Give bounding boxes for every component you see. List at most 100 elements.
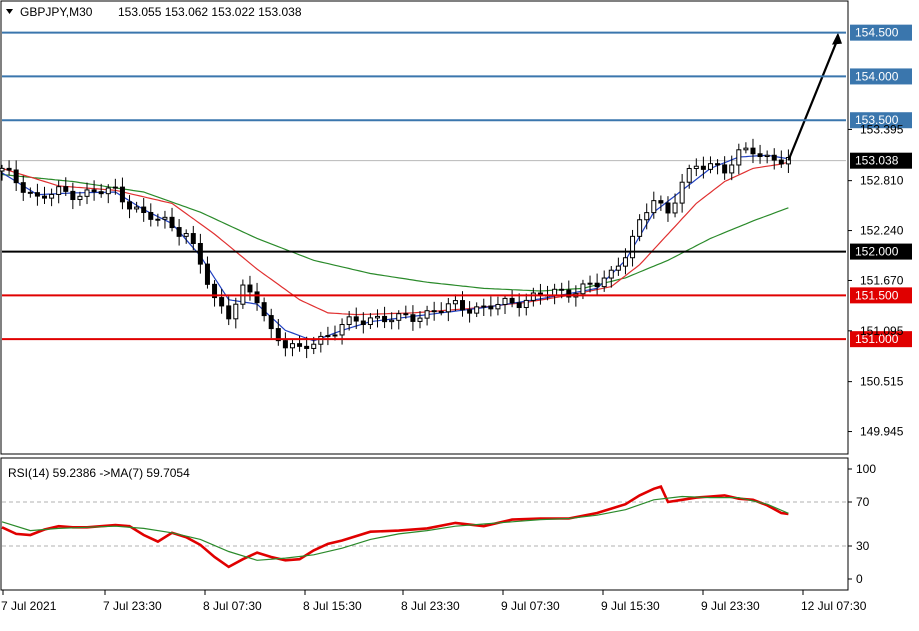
candle-body <box>119 186 125 203</box>
candle-body <box>382 315 388 323</box>
projection-arrow-line <box>787 40 839 161</box>
candle-body <box>750 147 756 155</box>
time-tick-label: 8 Jul 23:30 <box>401 599 460 613</box>
candle-body <box>658 200 664 204</box>
time-tick-label: 8 Jul 07:30 <box>203 599 262 613</box>
candle-body <box>445 303 451 313</box>
candle-body <box>452 300 458 305</box>
candle-body <box>367 317 373 326</box>
level-badge <box>850 331 912 348</box>
level-badge <box>850 243 912 260</box>
current-price-badge <box>850 152 912 169</box>
candle-body <box>56 186 62 195</box>
candle-body <box>339 324 345 336</box>
time-tick-label: 7 Jul 23:30 <box>103 599 162 613</box>
candle-body <box>127 201 133 210</box>
candle-body <box>580 283 586 295</box>
candle-body <box>297 343 303 347</box>
candle-body <box>176 227 182 237</box>
price-tick-label: 152.810 <box>860 174 904 188</box>
candle-body <box>190 233 196 245</box>
candle-body <box>410 314 416 322</box>
dropdown-triangle-icon[interactable] <box>6 9 13 14</box>
candle-body <box>693 165 699 170</box>
rsi-series-line <box>1 495 789 561</box>
candle-body <box>403 313 409 316</box>
candle-body <box>219 297 225 307</box>
rsi-header: RSI(14) 59.2386 ->MA(7) 59.7054 <box>8 466 190 480</box>
candle-body <box>700 165 706 170</box>
level-badge-label: 151.500 <box>855 288 899 302</box>
candle-body <box>722 164 728 174</box>
candle-body <box>148 212 154 220</box>
candle-body <box>495 303 501 310</box>
candle-body <box>686 168 692 183</box>
candle-body <box>516 302 522 309</box>
candle-body <box>630 235 636 259</box>
candle-body <box>778 159 784 165</box>
candle-body <box>743 147 749 151</box>
level-badge <box>850 112 912 129</box>
candle-body <box>247 284 253 293</box>
candle-body <box>438 310 444 313</box>
candle-body <box>311 343 317 349</box>
candle-body <box>389 319 395 323</box>
candle-body <box>559 288 565 291</box>
candle-body <box>49 193 55 199</box>
candle-body <box>481 305 487 308</box>
candle-body <box>566 289 572 298</box>
level-badge-label: 154.500 <box>855 26 899 40</box>
level-badge-label: 154.000 <box>855 69 899 83</box>
candle-body <box>261 302 267 317</box>
level-badge <box>850 68 912 85</box>
candle-body <box>204 263 210 285</box>
candle-body <box>325 335 331 338</box>
candle-body <box>771 154 777 161</box>
projection-arrow-head <box>832 32 842 45</box>
price-tick-label: 152.240 <box>860 224 904 238</box>
candle-body <box>608 269 614 279</box>
candle-body <box>424 310 430 319</box>
ohlc-label: 153.055 153.062 153.022 153.038 <box>118 5 302 19</box>
moving-averages <box>1 154 789 342</box>
axes: 154.500 154.000 153.500 152.000 151.500 151.0… <box>1 24 912 613</box>
price-tick-label: 149.945 <box>860 425 904 439</box>
candle-body <box>502 297 508 305</box>
candle-body <box>431 310 437 313</box>
current-price-label: 153.038 <box>855 154 899 168</box>
candle-body <box>509 297 515 304</box>
candle-body <box>13 169 19 184</box>
candle-body <box>467 309 473 314</box>
candle-body <box>679 181 685 204</box>
time-tick-label: 8 Jul 15:30 <box>303 599 362 613</box>
candle-body <box>197 243 203 265</box>
price-tick-label: 151.670 <box>860 273 904 287</box>
candle-body <box>134 206 140 210</box>
candle-body <box>488 305 494 310</box>
candle-body <box>637 219 643 237</box>
candle-body <box>318 335 324 345</box>
rsi-lines <box>1 485 789 569</box>
candles <box>0 138 791 359</box>
candle-body <box>729 164 735 174</box>
horizontal-levels <box>2 31 846 341</box>
candle-body <box>672 202 678 214</box>
candle-body <box>304 345 310 349</box>
candle-body <box>6 167 12 171</box>
ma-slow-line <box>1 173 789 292</box>
candle-body <box>460 300 466 311</box>
time-tick-label: 9 Jul 23:30 <box>701 599 760 613</box>
price-tick-label: 153.395 <box>860 122 904 136</box>
candle-body <box>785 156 791 165</box>
candle-body <box>20 182 26 193</box>
candle-body <box>275 328 281 342</box>
candle-body <box>77 195 83 201</box>
candle-body <box>268 315 274 330</box>
candle-body <box>183 233 189 237</box>
level-badge-label: 151.000 <box>855 332 899 346</box>
candle-body <box>474 306 480 314</box>
rsi-tick-label: 100 <box>856 462 876 476</box>
rsi-tick-label: 0 <box>856 572 863 586</box>
level-badge-label: 152.000 <box>855 245 899 259</box>
candle-body <box>346 316 352 326</box>
